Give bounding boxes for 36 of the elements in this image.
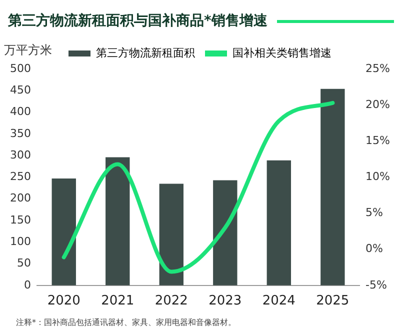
bar — [52, 178, 76, 286]
line-series — [62, 100, 335, 274]
y-tick-label: 450 — [10, 84, 31, 96]
y-tick-label: 0 — [24, 278, 31, 292]
y-tick-label: 100 — [10, 234, 31, 248]
y-tick-label: 300 — [10, 148, 31, 162]
x-tick-label: 2022 — [154, 294, 188, 309]
y2-tick-label: -5% — [366, 278, 387, 292]
y-tick-label: 50 — [16, 256, 31, 270]
bar — [213, 180, 238, 286]
legend-label: 国补相关类销售增速 — [232, 46, 332, 60]
legend-label: 第三方物流新租面积 — [96, 46, 195, 60]
x-tick-label: 2024 — [262, 294, 296, 309]
y2-tick-label: 0% — [366, 242, 384, 256]
y-tick-label: 150 — [10, 213, 31, 226]
y-tick-label: 400 — [10, 105, 31, 118]
y-tick-label: 200 — [10, 192, 31, 205]
y2-tick-label: 20% — [366, 98, 390, 111]
x-tick-label: 2023 — [208, 294, 242, 309]
y-tick-label: 500 — [10, 62, 31, 75]
y2-tick-label: 5% — [366, 206, 384, 220]
y-axis-title: 万平方米 — [4, 43, 52, 58]
y2-tick-label: 10% — [366, 170, 390, 184]
y-tick-label: 250 — [10, 170, 31, 184]
bar — [106, 157, 130, 286]
bar — [266, 160, 292, 286]
x-tick-label: 2025 — [316, 294, 350, 309]
x-tick-label: 2021 — [101, 294, 134, 309]
y-tick-label: 350 — [10, 126, 31, 140]
x-tick-label: 2020 — [47, 294, 80, 309]
text: 注释*：国补商品包括通讯器材、家具、家用电器和音像器材。 — [15, 317, 237, 328]
y2-tick-label: 15% — [366, 134, 390, 147]
y2-tick-label: 25% — [366, 62, 390, 75]
chart-title: 第三方物流新租面积与国补商品*销售增速 — [8, 12, 268, 30]
bar — [159, 184, 184, 286]
bar — [320, 88, 345, 286]
